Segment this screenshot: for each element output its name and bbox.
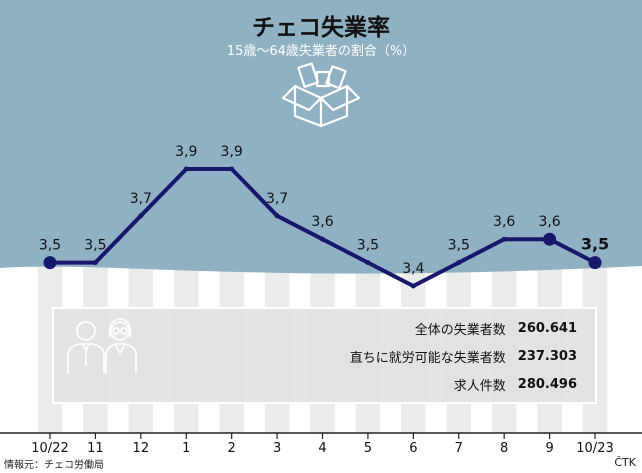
value-label: 3,7 [130, 191, 152, 207]
value-label: 3,5 [84, 238, 106, 254]
value-label: 3,5 [357, 238, 379, 254]
stat-row-available: 直ちに就労可能な失業者数 237.303 [350, 346, 577, 366]
x-tick-label: 1 [182, 441, 190, 456]
stat-value: 280.496 [517, 376, 577, 392]
stat-label: 求人件数 [453, 378, 506, 394]
source-note: 情報元：チェコ労働局 [4, 460, 104, 471]
value-label: 3,9 [221, 144, 243, 160]
x-tick-label: 10/23 [576, 441, 613, 456]
x-tick-labels: 10/22 11 12 1 2 3 4 5 6 7 8 9 10/23 [31, 441, 613, 456]
data-point [588, 256, 602, 270]
value-label: 3,6 [538, 214, 560, 230]
data-point [138, 213, 144, 219]
x-tick-label: 5 [364, 441, 372, 456]
value-labels: 3,5 3,5 3,7 3,9 3,9 3,7 3,6 3,5 3,4 3,5 3,6 3,6 3,5 [39, 144, 609, 277]
data-point [410, 283, 416, 289]
data-point [320, 236, 325, 242]
stats-panel: 全体の失業者数 260.641 直ちに就労可能な失業者数 237.303 求人件… [52, 307, 597, 404]
value-label: 3,5 [581, 235, 609, 254]
stat-value: 237.303 [517, 348, 577, 364]
data-point [183, 166, 189, 172]
x-tick-label: 8 [500, 441, 508, 456]
stat-value: 260.641 [517, 320, 577, 336]
value-label: 3,7 [266, 191, 288, 207]
series-markers [43, 166, 602, 289]
people-icon [67, 318, 137, 374]
chart-subtitle: 15歳～64歳失業者の割合（%） [226, 44, 416, 59]
stat-label: 全体の失業者数 [414, 322, 506, 338]
value-label: 3,4 [402, 261, 424, 277]
data-point [43, 256, 57, 270]
x-tick-label: 7 [455, 441, 463, 456]
x-tick-label: 2 [228, 441, 236, 456]
stat-row-total: 全体の失業者数 260.641 [415, 318, 577, 338]
value-label: 3,5 [448, 238, 470, 254]
value-label: 3,5 [39, 238, 61, 254]
agency-credit: ČTK [614, 456, 636, 469]
header-band [0, 0, 642, 274]
x-tick-label: 9 [545, 441, 553, 456]
x-tick-label: 12 [133, 441, 150, 456]
data-point [274, 213, 280, 219]
value-label: 3,9 [175, 144, 197, 160]
x-tick-label: 6 [409, 441, 417, 456]
stat-label: 直ちに就労可能な失業者数 [349, 350, 506, 366]
chart-title: チェコ失業率 [252, 15, 390, 41]
x-axis-ticks [49, 433, 596, 439]
x-tick-label: 11 [87, 441, 104, 456]
stat-row-vacancies: 求人件数 280.496 [454, 374, 577, 394]
value-label: 3,6 [493, 214, 515, 230]
data-point [229, 166, 235, 172]
data-point [92, 260, 98, 266]
x-tick-label: 10/22 [31, 441, 68, 456]
data-point [456, 260, 462, 266]
data-point [543, 232, 557, 246]
data-point [501, 236, 507, 242]
box-icon [281, 62, 361, 128]
x-tick-label: 4 [318, 441, 326, 456]
data-point [365, 260, 371, 266]
value-label: 3,6 [311, 214, 333, 230]
x-tick-label: 3 [273, 441, 281, 456]
